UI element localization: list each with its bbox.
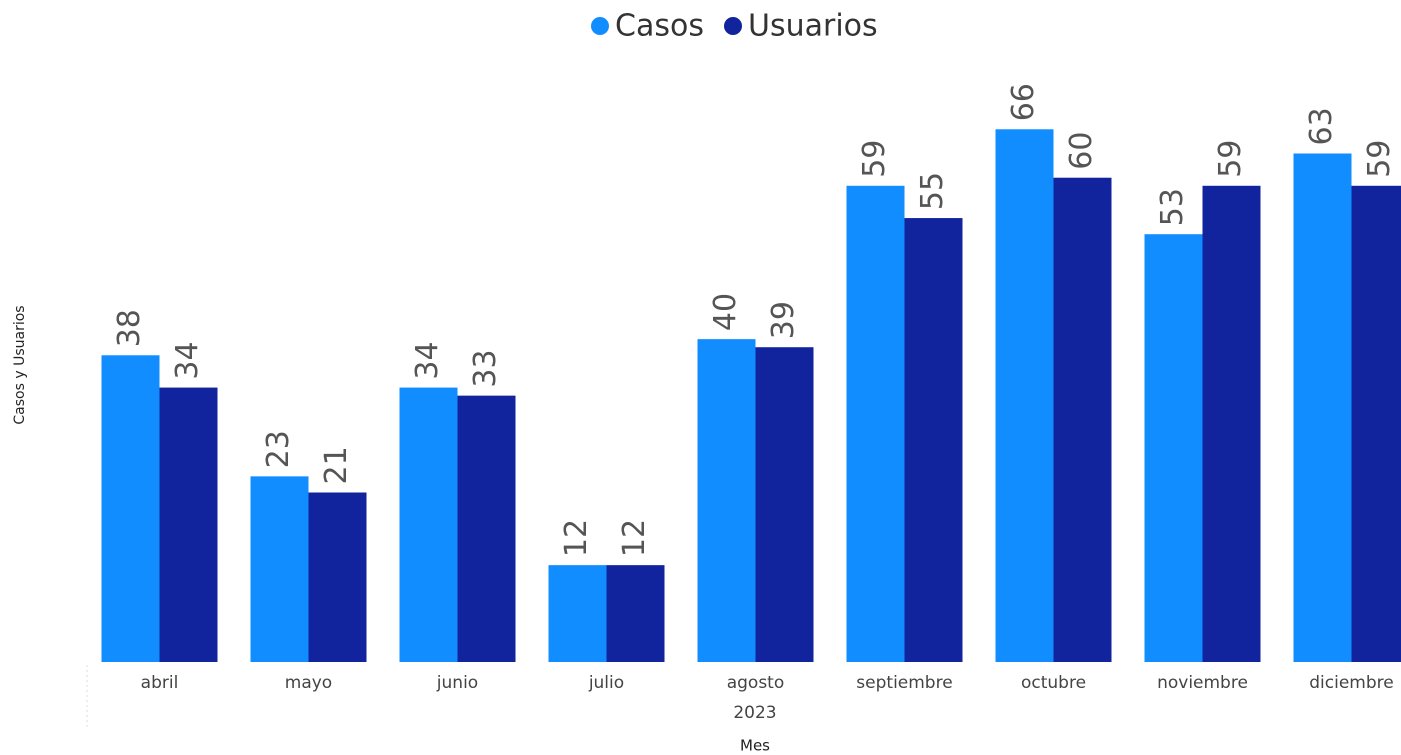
value-label: 40	[708, 293, 743, 331]
bar	[1293, 153, 1352, 662]
value-label: 12	[559, 519, 594, 557]
value-label: 38	[112, 309, 147, 347]
bar	[904, 218, 963, 663]
y-axis-title: Casos y Usuarios	[12, 305, 28, 424]
value-label: 34	[170, 341, 205, 379]
x-tick-label: septiembre	[856, 673, 952, 693]
value-label: 33	[468, 349, 503, 387]
x-group-label: 2023	[733, 703, 776, 723]
value-label: 39	[766, 301, 801, 339]
value-label: 59	[1362, 140, 1397, 178]
value-label: 21	[319, 446, 354, 484]
bar	[548, 565, 607, 662]
bar	[1053, 177, 1112, 662]
x-tick-label: abril	[141, 673, 179, 693]
bar	[159, 387, 218, 662]
legend-swatch	[591, 17, 609, 35]
x-tick-label: octubre	[1021, 673, 1086, 693]
x-tick-label: noviembre	[1157, 673, 1248, 693]
bar	[755, 347, 814, 662]
value-label: 59	[857, 140, 892, 178]
bar	[697, 339, 756, 662]
bar	[1351, 185, 1401, 663]
x-tick-label: diciembre	[1309, 673, 1393, 693]
x-axis-title: Mes	[740, 737, 770, 755]
x-tick-label: julio	[588, 673, 624, 693]
value-label: 55	[915, 172, 950, 210]
bar	[846, 185, 905, 663]
legend-label: Usuarios	[748, 9, 878, 44]
value-label: 66	[1006, 83, 1041, 121]
value-label: 23	[261, 430, 296, 468]
bar	[101, 355, 160, 662]
bar	[1144, 234, 1203, 662]
value-label: 12	[617, 519, 652, 557]
value-label: 60	[1064, 132, 1099, 170]
bar	[457, 395, 516, 662]
bar	[995, 129, 1054, 663]
x-tick-label: junio	[436, 673, 478, 693]
x-tick-label: mayo	[285, 673, 332, 693]
x-tick-label: agosto	[727, 673, 785, 693]
value-label: 53	[1155, 188, 1190, 226]
value-label: 63	[1304, 107, 1339, 145]
value-label: 34	[410, 341, 445, 379]
value-label: 59	[1213, 140, 1248, 178]
bar	[308, 492, 367, 662]
legend-label: Casos	[615, 9, 704, 44]
bar	[250, 476, 309, 662]
bar	[606, 565, 665, 662]
bar	[1202, 185, 1261, 663]
legend-swatch	[724, 17, 742, 35]
bar	[399, 387, 458, 662]
